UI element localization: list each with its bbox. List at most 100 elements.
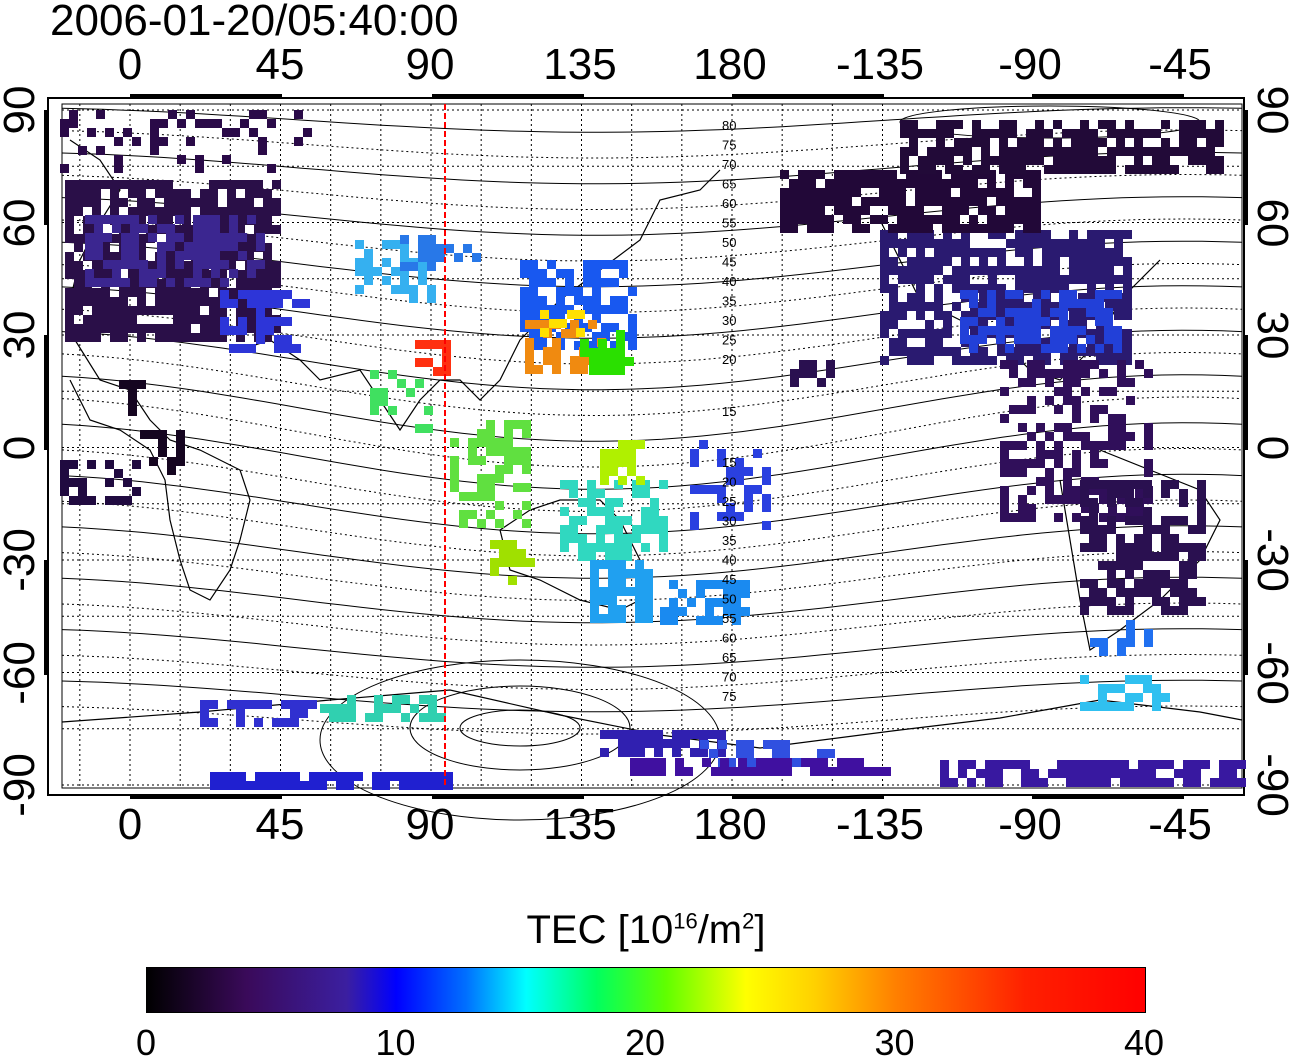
- tec-cell: [227, 180, 236, 189]
- tec-cell: [1068, 290, 1077, 299]
- tec-cell: [1015, 275, 1024, 284]
- tec-cell: [85, 269, 94, 278]
- top-lon-tick-label: 0: [117, 40, 143, 89]
- tec-cell: [486, 492, 495, 501]
- tec-cell: [219, 781, 228, 790]
- tec-cell: [258, 110, 267, 119]
- tec-cell: [954, 165, 963, 174]
- tec-cell: [745, 758, 754, 767]
- tec-cell: [843, 188, 852, 197]
- tec-cell: [672, 748, 681, 757]
- tec-cell: [735, 458, 744, 467]
- tec-cell: [997, 302, 1006, 311]
- tec-cell: [576, 310, 585, 319]
- tec-cell: [182, 225, 191, 234]
- tec-cell: [943, 248, 952, 257]
- tec-cell: [644, 614, 653, 623]
- tec-cell: [513, 456, 522, 465]
- tec-cell: [969, 170, 978, 179]
- tec-cell: [1170, 606, 1179, 615]
- tec-cell: [940, 760, 949, 769]
- tec-cell: [969, 317, 978, 326]
- tec-cell: [119, 225, 128, 234]
- tec-cell: [605, 498, 614, 507]
- tec-cell: [702, 758, 711, 767]
- tec-cell: [1051, 275, 1060, 284]
- tec-cell: [157, 242, 166, 251]
- tec-cell: [1032, 179, 1041, 188]
- tec-cell: [916, 356, 925, 365]
- tec-cell: [1215, 138, 1224, 147]
- tec-cell: [675, 767, 684, 776]
- tec-cell: [200, 297, 209, 306]
- tec-cell: [988, 248, 997, 257]
- tec-cell: [1009, 513, 1018, 522]
- tec-cell: [1099, 387, 1108, 396]
- tec-cell: [1069, 266, 1078, 275]
- tec-cell: [193, 251, 202, 260]
- tec-cell: [209, 279, 218, 288]
- tec-cell: [258, 146, 267, 155]
- tec-cell: [657, 758, 666, 767]
- tec-cell: [687, 598, 696, 607]
- tec-cell: [798, 188, 807, 197]
- tec-cell: [1134, 693, 1143, 702]
- tec-cell: [592, 305, 601, 314]
- tec-cell: [889, 320, 898, 329]
- colorbar-tick-label: 10: [375, 1022, 416, 1063]
- tec-cell: [1041, 344, 1050, 353]
- tec-cell: [415, 424, 424, 433]
- tec-cell: [1023, 308, 1032, 317]
- tec-cell: [415, 358, 424, 367]
- tec-cell: [552, 347, 561, 356]
- tec-cell: [74, 180, 83, 189]
- contour-label-north: 35: [722, 294, 736, 309]
- tec-cell: [450, 474, 459, 483]
- tec-cell: [159, 137, 168, 146]
- tec-cell: [1192, 760, 1201, 769]
- tec-cell: [1107, 597, 1116, 606]
- tec-cell: [209, 718, 218, 727]
- right-lat-tick-label: 90: [1248, 85, 1292, 135]
- tec-cell: [745, 740, 754, 749]
- tec-cell: [765, 758, 774, 767]
- tec-cell: [1197, 516, 1206, 525]
- tec-cell: [173, 207, 182, 216]
- right-lat-tick-label: 30: [1248, 310, 1292, 360]
- tec-cell: [985, 760, 994, 769]
- tec-cell: [164, 189, 173, 198]
- tec-cell: [256, 242, 265, 251]
- tec-cell: [1081, 360, 1090, 369]
- tec-cell: [1050, 344, 1059, 353]
- contour-label-south: 75: [722, 689, 736, 704]
- tec-cell: [236, 700, 245, 709]
- tec-cell: [623, 516, 632, 525]
- tec-cell: [114, 137, 123, 146]
- tec-cell: [744, 485, 753, 494]
- tec-cell: [675, 758, 684, 767]
- tec-cell: [705, 607, 714, 616]
- tec-cell: [1066, 778, 1075, 787]
- tec-cell: [209, 189, 218, 198]
- tec-cell: [610, 323, 619, 332]
- tec-cell: [614, 534, 623, 543]
- tec-cell: [1072, 378, 1081, 387]
- tec-cell: [477, 474, 486, 483]
- tec-cell: [1170, 543, 1179, 552]
- tec-cell: [1021, 760, 1030, 769]
- tec-cell: [290, 700, 299, 709]
- coast-europe-africa: [69, 139, 251, 601]
- tec-cell: [870, 197, 879, 206]
- tec-cell: [382, 276, 391, 285]
- tec-cell: [1099, 638, 1108, 647]
- tec-cell: [744, 494, 753, 503]
- tec-cell: [1089, 597, 1098, 606]
- tec-cell: [504, 420, 513, 429]
- tec-cell: [1062, 129, 1071, 138]
- tec-cell: [1105, 302, 1114, 311]
- tec-cell: [520, 323, 529, 332]
- tec-cell: [592, 278, 601, 287]
- tec-cell: [229, 299, 238, 308]
- tec-cell: [569, 525, 578, 534]
- tec-cell: [193, 215, 202, 224]
